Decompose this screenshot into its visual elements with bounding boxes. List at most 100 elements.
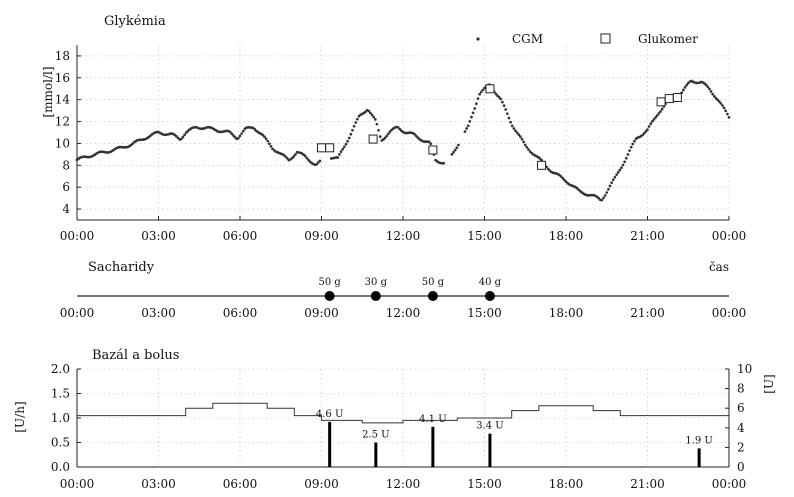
carbs-title: Sacharidy [88, 260, 155, 275]
cgm-point [613, 175, 617, 179]
cgm-point [241, 129, 245, 133]
carbs-x-ticks: 00:00 03:00 06:00 09:00 12:00 15:00 18:00 21:00… [60, 306, 747, 320]
glycemia-x-tick-label: 06:00 [223, 229, 258, 243]
cgm-point [349, 132, 353, 136]
carbs-panel: Sacharidy čas 00:00 03:00 06:00 09:00 12:00 1… [60, 260, 747, 320]
glycemia-y-tick-label: 18 [55, 49, 70, 63]
cgm-point [179, 137, 183, 141]
cgm-point [413, 132, 416, 136]
cgm-point [479, 90, 483, 94]
cgm-point [517, 133, 521, 136]
glycemia-x-tick-label: 00:00 [712, 229, 747, 243]
glukomer-point [485, 84, 495, 94]
carbs-point [484, 291, 495, 301]
insulin-panel: Bazál a bolus [U/h] [U] 0.00.51.01.52.0 … [13, 348, 776, 491]
cgm-point [238, 134, 242, 138]
cgm-point [563, 178, 566, 182]
cgm-point [502, 104, 506, 107]
glycemia-y-tick-label: 4 [62, 202, 70, 216]
cgm-point [626, 153, 630, 156]
cgm-point [269, 145, 273, 148]
cgm-point [624, 156, 628, 160]
glycemia-x-tick-label: 15:00 [467, 229, 502, 243]
cgm-point [655, 114, 659, 117]
cgm-point [427, 140, 431, 144]
insulin-x-tick-label: 00:00 [712, 477, 747, 491]
cgm-point [704, 83, 708, 87]
cgm-point [414, 134, 418, 138]
cgm-point [285, 157, 289, 160]
cgm-point [351, 128, 354, 132]
cgm-point [721, 104, 724, 107]
cgm-point [303, 154, 307, 158]
cgm-point [471, 111, 475, 115]
cgm-point [307, 158, 310, 162]
carbs-point [324, 291, 335, 301]
cgm-point [352, 124, 356, 128]
cgm-point [263, 135, 266, 139]
cgm-point [711, 92, 715, 96]
cgm-point [603, 194, 607, 197]
cgm-point [463, 130, 467, 133]
cgm-point [512, 127, 516, 130]
cgm-point [644, 130, 648, 133]
insulin-y-tick-label: 2.0 [51, 362, 70, 376]
cgm-point [253, 127, 257, 131]
glycemia-x-tick-label: 21:00 [630, 229, 665, 243]
carbs-point-label: 50 g [422, 277, 445, 288]
insulin-x-tick-label: 12:00 [386, 477, 421, 491]
cgm-point [501, 100, 504, 104]
cgm-point [455, 146, 459, 150]
cgm-point [465, 127, 468, 130]
glycemia-x-tick-label: 00:00 [60, 229, 95, 243]
legend-glukomer-marker [600, 33, 611, 44]
carbs-x-tick-label: 15:00 [467, 306, 502, 320]
glycemia-y-tick-label: 6 [62, 180, 70, 194]
cgm-point [442, 161, 446, 165]
glycemia-y-ticks: 4 6 8 10 12 14 16 18 [55, 49, 81, 216]
glukomer-point [537, 160, 547, 170]
insulin-y2-tick-label: 2 [737, 440, 745, 454]
glycemia-x-tick-label: 12:00 [386, 229, 421, 243]
cgm-point [608, 184, 612, 188]
glukomer-point [428, 145, 438, 155]
cgm-point [494, 92, 498, 96]
bolus-label: 3.4 U [476, 421, 504, 432]
glycemia-ylabel: [mmol/l] [41, 66, 55, 117]
cgm-point [385, 134, 389, 138]
cgm-point [453, 148, 457, 152]
cgm-point [370, 113, 374, 117]
insulin-x-tick-label: 03:00 [141, 477, 176, 491]
cgm-point [369, 111, 372, 115]
carbs-point-label: 30 g [365, 277, 388, 288]
glycemia-title: Glykémia [104, 14, 166, 29]
cgm-point [683, 86, 687, 89]
cgm-point [292, 155, 296, 158]
insulin-x-tick-label: 00:00 [60, 477, 95, 491]
insulin-y2-ticks: 0 2 4 6 8 10 [725, 362, 752, 474]
cgm-point [346, 140, 349, 143]
cgm-point [621, 163, 625, 167]
bolus-label: 1.9 U [685, 435, 713, 446]
cgm-point [476, 97, 480, 100]
cgm-point [610, 181, 613, 185]
cgm-point [620, 166, 623, 170]
cgm-point [339, 150, 343, 154]
cgm-point [478, 92, 481, 96]
cgm-point [708, 87, 711, 91]
cgm-point [356, 117, 359, 121]
cgm-point [525, 145, 529, 149]
glycemia-x-tick-label: 18:00 [549, 229, 584, 243]
cgm-point [523, 143, 527, 147]
insulin-x-tick-label: 06:00 [223, 477, 258, 491]
cgm-point [470, 115, 473, 119]
cgm-point [342, 145, 346, 149]
cgm-point [305, 156, 309, 160]
cgm-point [651, 120, 654, 123]
glukomer-point [368, 134, 378, 144]
cgm-point [237, 136, 240, 140]
cgm-point [266, 139, 270, 143]
carbs-x-tick-label: 06:00 [223, 306, 258, 320]
cgm-point [499, 97, 503, 101]
carbs-x-tick-label: 00:00 [712, 306, 747, 320]
